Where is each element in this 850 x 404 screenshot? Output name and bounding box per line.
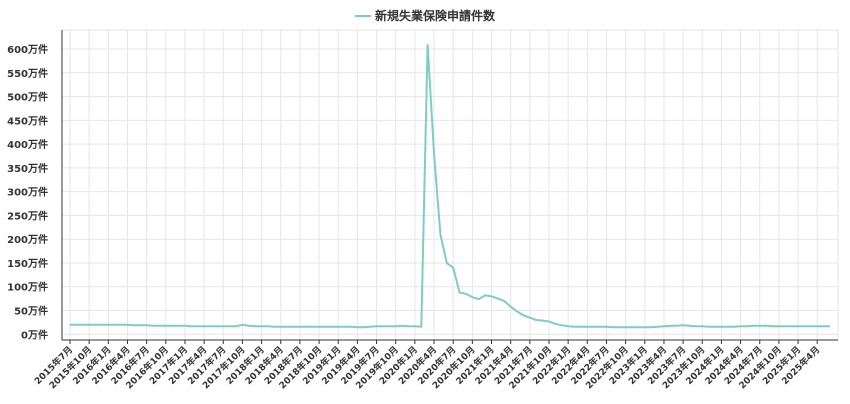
data-line [70, 44, 830, 329]
y-tick-label: 150万件 [7, 257, 48, 270]
y-tick-label: 100万件 [7, 281, 48, 294]
y-tick-label: 400万件 [7, 138, 48, 151]
y-tick-label: 350万件 [7, 162, 48, 175]
y-tick-label: 600万件 [7, 43, 48, 56]
y-tick-label: 0万件 [21, 328, 48, 341]
y-tick-label: 500万件 [7, 91, 48, 104]
legend-label: 新規失業保険申請件数 [375, 8, 496, 23]
y-tick-label: 250万件 [7, 209, 48, 222]
y-tick-label: 300万件 [7, 186, 48, 199]
y-tick-label: 50万件 [14, 305, 48, 318]
y-tick-label: 200万件 [7, 233, 48, 246]
y-tick-label: 450万件 [7, 114, 48, 127]
y-tick-label: 550万件 [7, 67, 48, 80]
